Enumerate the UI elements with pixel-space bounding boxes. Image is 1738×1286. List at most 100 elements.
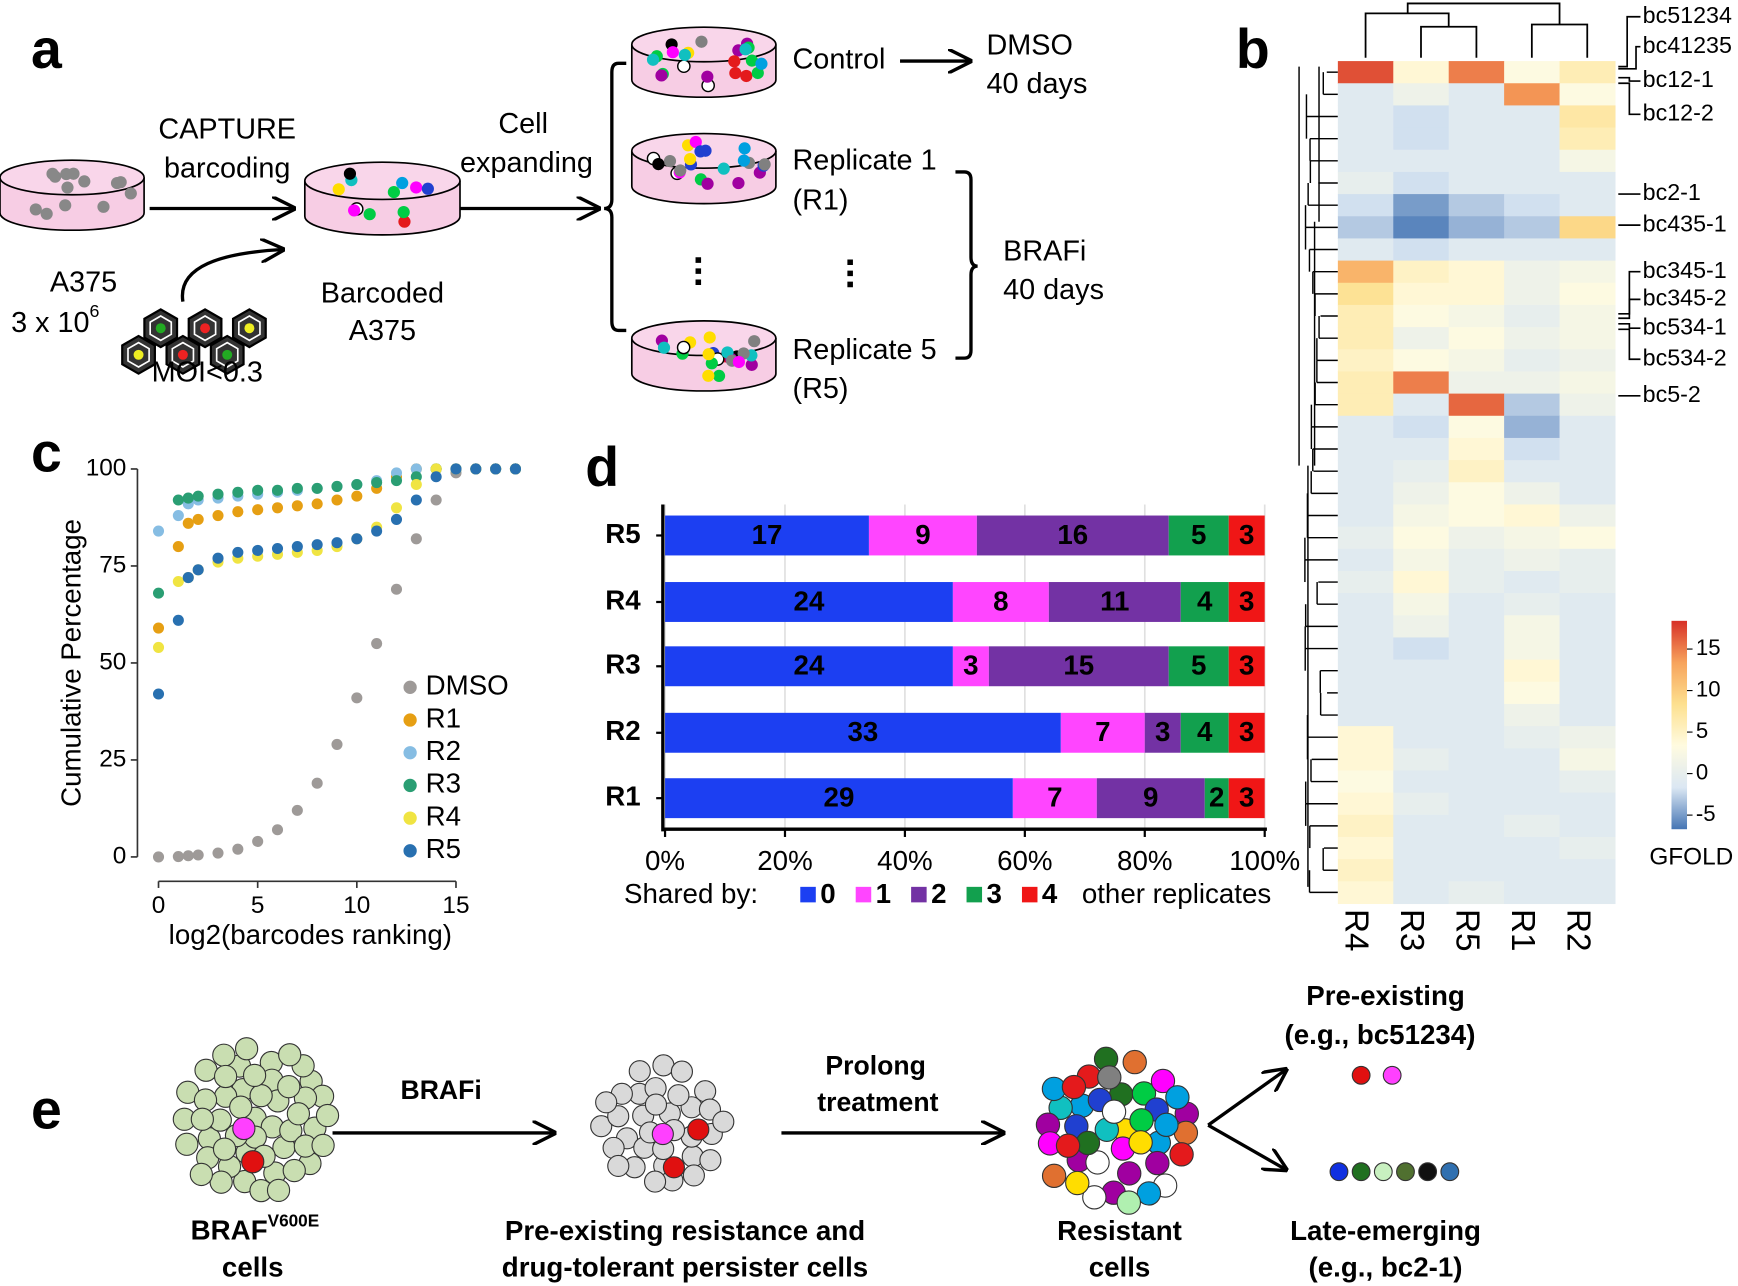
point — [291, 482, 303, 494]
point — [291, 804, 303, 816]
cell — [643, 1170, 667, 1193]
cell — [729, 66, 742, 80]
cell — [663, 155, 677, 168]
legend-label: 4 — [1042, 878, 1058, 909]
bar-segment — [1168, 646, 1229, 687]
heatmap-cell — [1393, 371, 1450, 395]
cell — [193, 1088, 218, 1112]
arrow — [1207, 1070, 1286, 1127]
cell — [277, 1075, 301, 1099]
bar-segment — [1048, 582, 1181, 622]
vector-core — [149, 315, 173, 342]
heatmap-cell — [1393, 171, 1450, 195]
heatmap-cell — [1337, 593, 1394, 616]
point — [390, 513, 403, 525]
cell — [1055, 1133, 1081, 1158]
cell — [595, 1091, 618, 1114]
point — [311, 482, 323, 494]
heatmap-cell — [1504, 482, 1561, 506]
heatmap-cell — [1337, 327, 1394, 350]
label: BRAFi — [1003, 235, 1086, 267]
heatmap-cell — [1504, 770, 1561, 794]
x-tick-label: 5 — [251, 892, 265, 919]
cell — [1145, 1150, 1170, 1176]
cell — [387, 185, 400, 199]
heatmap-cell — [1393, 327, 1450, 350]
heatmap-cell — [1337, 460, 1394, 483]
heatmap-cell — [1337, 216, 1394, 239]
heatmap-cell — [1559, 482, 1616, 506]
bar-segment — [1096, 778, 1205, 819]
cell — [607, 1154, 630, 1178]
row-annotation: bc345-1 — [1643, 257, 1727, 283]
panel-label: e — [31, 1079, 62, 1141]
heatmap-cell — [1337, 748, 1394, 772]
cell — [1082, 1185, 1107, 1210]
bar-segment — [1168, 515, 1229, 556]
heatmap-cell — [1559, 548, 1616, 572]
bar-segment — [665, 712, 1061, 753]
heatmap-cell — [1337, 770, 1394, 794]
cell — [249, 1084, 273, 1108]
legend-swatch — [403, 746, 417, 760]
cell — [1131, 1081, 1157, 1106]
point — [509, 463, 522, 475]
heatmap-cell — [1504, 859, 1561, 882]
heatmap-cell — [1393, 570, 1450, 594]
point — [182, 572, 194, 584]
point — [390, 583, 403, 595]
data-label: 17 — [752, 519, 783, 550]
point — [252, 544, 264, 556]
cell — [78, 175, 91, 188]
heatmap-cell — [1393, 437, 1450, 461]
data-label: 15 — [1063, 650, 1094, 681]
heatmap-cell — [1393, 149, 1450, 173]
cell — [1351, 1065, 1371, 1085]
leader-line — [1618, 76, 1641, 82]
leader-line — [1618, 45, 1641, 70]
heatmap-cell — [1559, 415, 1616, 439]
data-label: 8 — [993, 585, 1008, 616]
label: (R1) — [793, 184, 849, 216]
point — [311, 539, 323, 551]
arrow — [1207, 1123, 1286, 1169]
cell — [628, 1060, 651, 1083]
barcode — [222, 349, 233, 360]
label: 40 days — [986, 68, 1087, 100]
point — [252, 484, 264, 496]
colorbar-tick-label: 15 — [1696, 635, 1721, 660]
point — [450, 463, 462, 475]
bar-segment — [665, 582, 953, 622]
y-tick-label: 75 — [99, 551, 126, 578]
cell — [695, 35, 708, 48]
heatmap-cell — [1337, 83, 1394, 106]
heatmap-cell — [1448, 327, 1505, 350]
point — [152, 688, 165, 700]
cell — [740, 69, 753, 83]
heatmap-cell — [1337, 371, 1394, 395]
heatmap-cell — [1337, 792, 1394, 816]
cell — [670, 1060, 693, 1083]
heatmap-cell — [1337, 61, 1394, 84]
point — [271, 502, 284, 514]
heatmap-cell — [1337, 171, 1394, 195]
colorbar-label: GFOLD — [1649, 843, 1733, 870]
heatmap-cell — [1393, 526, 1450, 550]
leader-line — [1618, 298, 1641, 320]
heatmap-cell — [1559, 681, 1616, 705]
cell — [745, 358, 758, 371]
label: 40 days — [1003, 274, 1104, 306]
cell — [1418, 1162, 1438, 1182]
point — [490, 463, 502, 475]
legend-swatch — [403, 713, 417, 727]
heatmap-cell — [1504, 814, 1561, 838]
point — [212, 847, 224, 859]
heatmap-cell — [1559, 748, 1616, 772]
heatmap-cell — [1559, 260, 1616, 284]
heatmap-cell — [1337, 393, 1394, 417]
cell — [194, 1058, 218, 1082]
heatmap-cell — [1448, 437, 1505, 461]
cell — [1128, 1130, 1153, 1155]
point — [291, 541, 303, 553]
